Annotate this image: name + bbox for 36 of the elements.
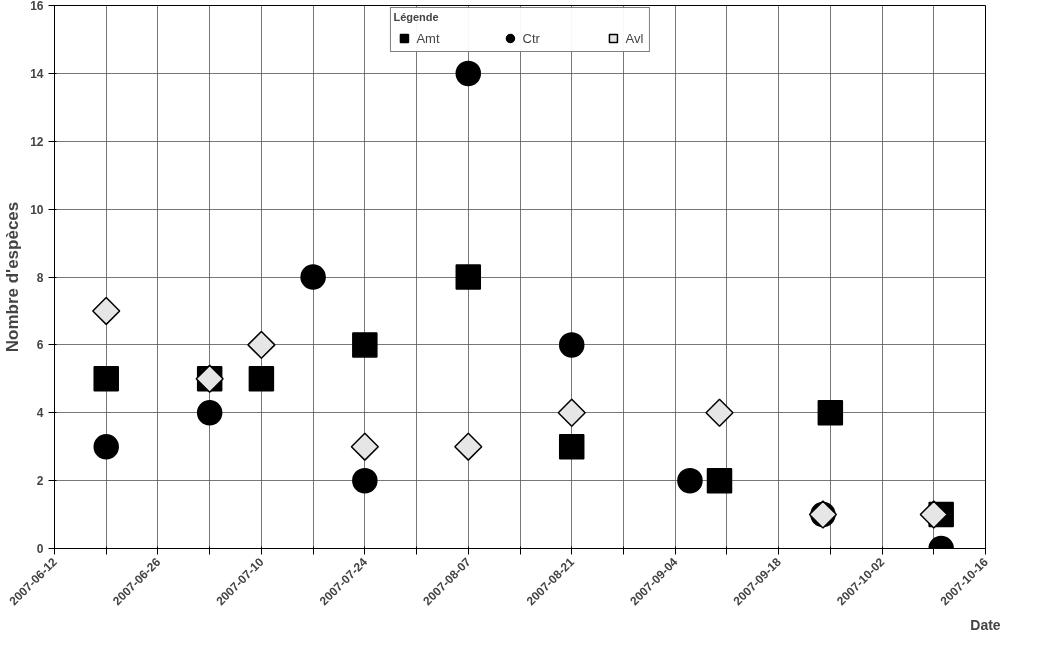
y-tick-label: 14	[30, 66, 44, 81]
y-tick-label: 0	[36, 542, 44, 556]
point	[92, 296, 121, 326]
y-tick-label: 2	[36, 474, 44, 489]
point	[196, 400, 223, 426]
point	[93, 366, 119, 392]
point	[919, 500, 948, 529]
legend-label: Avl	[625, 30, 645, 46]
point	[248, 366, 275, 392]
point	[705, 398, 734, 427]
y-tick-label: 6	[36, 338, 44, 353]
point	[454, 432, 483, 461]
y-tick-label: 10	[30, 202, 44, 217]
point	[455, 60, 482, 87]
legend-title: Légende	[393, 11, 440, 23]
legend-label: Ctr	[522, 30, 541, 46]
y-tick-label: 16	[30, 0, 44, 13]
x-axis-title: Date	[970, 617, 1001, 634]
point	[352, 467, 378, 494]
point	[817, 400, 844, 426]
point	[455, 264, 482, 290]
y-tick-label: 4	[36, 406, 44, 421]
y-tick-label: 12	[30, 134, 44, 149]
point	[557, 398, 586, 427]
point	[350, 432, 380, 461]
point	[677, 467, 703, 494]
y-axis-title: Nombre d'espèces	[3, 201, 23, 353]
y-tick-label: 8	[36, 270, 44, 285]
point	[558, 433, 585, 460]
point	[352, 332, 378, 358]
point	[247, 330, 276, 360]
point	[558, 332, 585, 358]
legend-label: Amt	[416, 30, 440, 46]
point	[706, 467, 733, 494]
point	[300, 264, 326, 290]
point	[93, 433, 119, 460]
